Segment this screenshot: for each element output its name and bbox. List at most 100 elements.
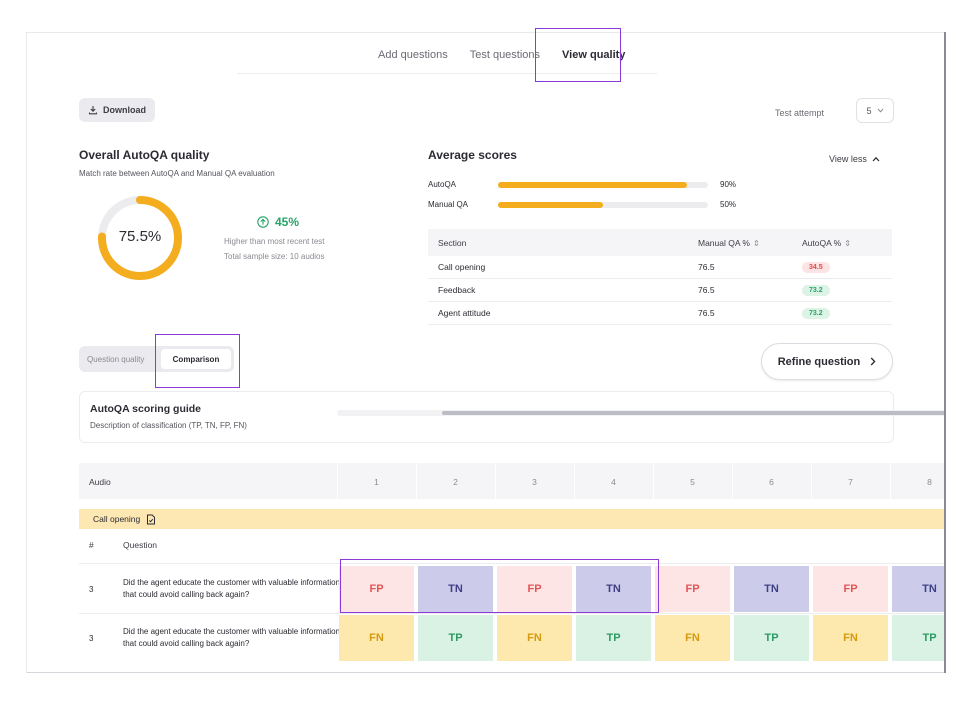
audio-column-header: 2 bbox=[453, 477, 458, 487]
header-section: Section bbox=[438, 237, 467, 248]
header-manual-qa-label: Manual QA % bbox=[698, 237, 750, 248]
segment-comparison[interactable]: Comparison bbox=[161, 349, 231, 369]
download-icon bbox=[88, 106, 98, 115]
num-header: # bbox=[89, 540, 94, 550]
score-bar-fill bbox=[498, 202, 603, 208]
score-bar-fill bbox=[498, 182, 687, 188]
classification-cell[interactable]: TP bbox=[892, 615, 946, 661]
classification-cell[interactable]: TN bbox=[418, 566, 493, 612]
refine-question-label: Refine question bbox=[777, 355, 861, 368]
test-attempt-label: Test attempt bbox=[775, 108, 825, 118]
column-divider bbox=[811, 463, 812, 499]
row-divider bbox=[79, 563, 946, 564]
column-divider bbox=[495, 463, 496, 499]
document-icon[interactable] bbox=[146, 514, 156, 525]
chevron-right-icon bbox=[870, 357, 876, 366]
table-header: Section Manual QA % ⇕ AutoQA % ⇕ bbox=[428, 229, 892, 256]
row-section: Agent attitude bbox=[438, 308, 491, 318]
row-manual: 76.5 bbox=[698, 308, 715, 318]
classification-cell[interactable]: TP bbox=[576, 615, 651, 661]
average-scores-title: Average scores bbox=[428, 148, 517, 162]
section-scores-table: Section Manual QA % ⇕ AutoQA % ⇕ Call open… bbox=[428, 229, 892, 325]
table-row: Agent attitude 76.5 73.2 bbox=[428, 302, 892, 325]
view-segmented-control: Question quality Comparison bbox=[79, 346, 234, 372]
score-bar-manualqa: Manual QA 50% bbox=[428, 199, 768, 211]
column-divider bbox=[732, 463, 733, 499]
audio-column-header: 5 bbox=[690, 477, 695, 487]
scoring-guide-panel[interactable]: AutoQA scoring guide Description of clas… bbox=[79, 391, 894, 443]
row-auto: 34.5 bbox=[802, 261, 892, 273]
classification-cell[interactable]: TN bbox=[734, 566, 809, 612]
match-rate-value: 75.5% bbox=[118, 228, 162, 245]
classification-cell[interactable]: FP bbox=[497, 566, 572, 612]
table-row: Call opening 76.5 34.5 bbox=[428, 256, 892, 279]
section-label: Call opening bbox=[93, 514, 141, 524]
header-manual-qa[interactable]: Manual QA % ⇕ bbox=[698, 238, 802, 248]
score-bar-autoqa: AutoQA 90% bbox=[428, 179, 768, 191]
audio-column-header: 4 bbox=[611, 477, 616, 487]
row-manual: 76.5 bbox=[698, 285, 715, 295]
audio-column-header: 6 bbox=[769, 477, 774, 487]
refine-question-button[interactable]: Refine question bbox=[761, 343, 893, 380]
classification-cell[interactable]: TP bbox=[734, 615, 809, 661]
chevron-up-icon bbox=[872, 156, 880, 162]
audio-header-label: Audio bbox=[89, 477, 111, 487]
scrollbar-thumb[interactable] bbox=[442, 411, 946, 415]
tab-add-questions[interactable]: Add questions bbox=[378, 49, 448, 61]
status-badge: 73.2 bbox=[802, 285, 830, 296]
score-bar-track bbox=[498, 202, 708, 208]
classification-cell[interactable]: FN bbox=[813, 615, 888, 661]
score-bar-label: AutoQA bbox=[428, 180, 457, 189]
question-row: 3 Did the agent educate the customer wit… bbox=[79, 615, 946, 662]
audio-column-header: 1 bbox=[374, 477, 379, 487]
sort-icon: ⇕ bbox=[844, 238, 851, 248]
question-header: Question bbox=[123, 540, 158, 550]
segment-question-quality[interactable]: Question quality bbox=[87, 354, 145, 364]
header-autoqa[interactable]: AutoQA % ⇕ bbox=[802, 238, 892, 248]
horizontal-scrollbar[interactable] bbox=[337, 410, 946, 416]
change-stat: 45% bbox=[257, 215, 299, 229]
classification-cell[interactable]: FP bbox=[339, 566, 414, 612]
score-bar-value: 50% bbox=[720, 200, 737, 209]
audio-column-header: 3 bbox=[532, 477, 537, 487]
change-caption: Higher than most recent test bbox=[224, 237, 325, 246]
chevron-down-icon bbox=[877, 108, 883, 113]
row-manual: 76.5 bbox=[698, 262, 715, 272]
match-rate-arc bbox=[98, 196, 182, 280]
tab-test-questions[interactable]: Test questions bbox=[469, 49, 541, 61]
classification-cell[interactable]: TN bbox=[892, 566, 946, 612]
question-text: Did the agent educate the customer with … bbox=[123, 578, 341, 599]
status-badge: 34.5 bbox=[802, 262, 830, 273]
classification-cell[interactable]: FP bbox=[813, 566, 888, 612]
row-auto: 73.2 bbox=[802, 284, 892, 296]
scoring-guide-subtitle: Description of classification (TP, TN, F… bbox=[90, 421, 247, 430]
tab-view-quality[interactable]: View quality bbox=[562, 49, 626, 61]
audio-column-header: 7 bbox=[848, 477, 853, 487]
header-autoqa-label: AutoQA % bbox=[802, 237, 842, 248]
download-button[interactable]: Download bbox=[79, 98, 155, 122]
classification-cell[interactable]: FP bbox=[655, 566, 730, 612]
change-value: 45% bbox=[275, 215, 300, 229]
classification-cell[interactable]: FN bbox=[339, 615, 414, 661]
row-section: Call opening bbox=[438, 262, 486, 272]
audio-header-row: Audio 1 2 3 4 5 6 7 8 bbox=[79, 463, 946, 499]
view-less-toggle[interactable]: View less bbox=[829, 154, 880, 164]
question-row: 3 Did the agent educate the customer wit… bbox=[79, 566, 946, 613]
table-row: Feedback 76.5 73.2 bbox=[428, 279, 892, 302]
column-divider bbox=[574, 463, 575, 499]
tabs-divider bbox=[237, 73, 657, 74]
column-divider bbox=[653, 463, 654, 499]
overall-quality-subtitle: Match rate between AutoQA and Manual QA … bbox=[79, 169, 275, 178]
score-bar-track bbox=[498, 182, 708, 188]
window-edge bbox=[944, 32, 946, 673]
sort-icon: ⇕ bbox=[752, 238, 760, 248]
classification-cell[interactable]: FN bbox=[497, 615, 572, 661]
classification-cell[interactable]: TN bbox=[576, 566, 651, 612]
test-attempt-select[interactable]: 5 bbox=[856, 98, 894, 123]
match-rate-donut bbox=[98, 196, 182, 280]
classification-cell[interactable]: FN bbox=[655, 615, 730, 661]
column-divider bbox=[337, 463, 338, 499]
score-bar-value: 90% bbox=[720, 180, 737, 189]
top-tabs: Add questions Test questions View qualit… bbox=[367, 47, 636, 63]
classification-cell[interactable]: TP bbox=[418, 615, 493, 661]
